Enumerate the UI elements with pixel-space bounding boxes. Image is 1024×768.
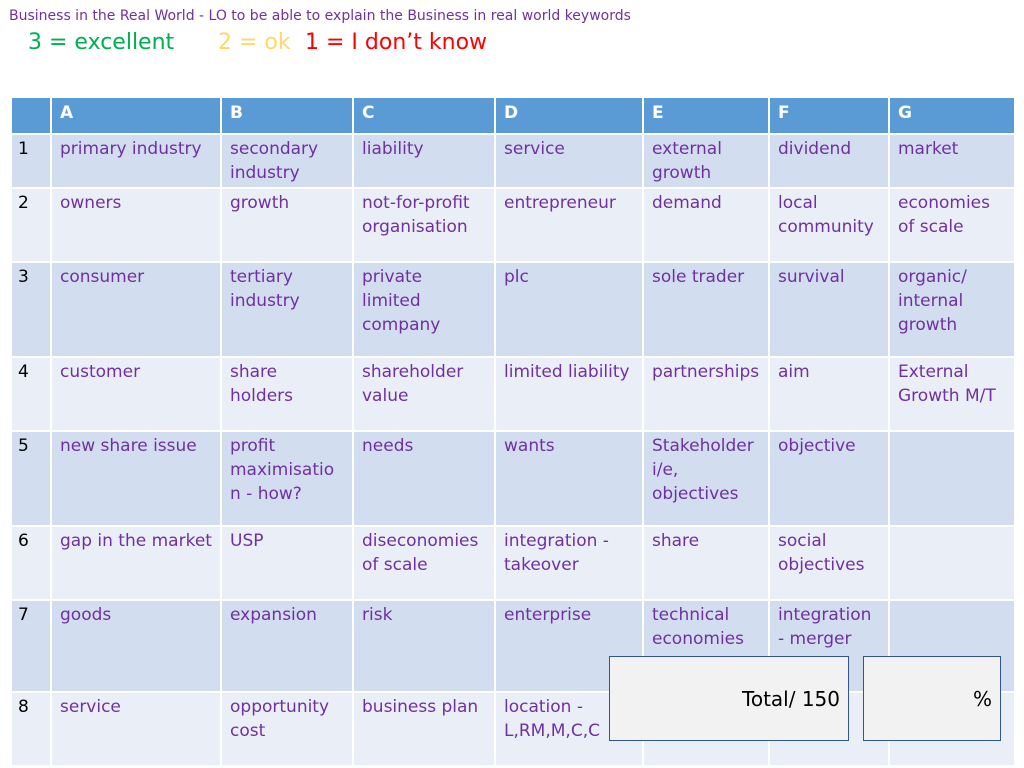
table-cell: not-for-profit organisation <box>352 187 496 263</box>
row-number: 1 <box>10 133 52 189</box>
row-number: 3 <box>10 261 52 358</box>
table-cell: secondary industry <box>220 133 354 189</box>
table-cell: wants <box>494 430 644 527</box>
legend-excellent: 3 = excellent <box>28 30 175 55</box>
table-cell: needs <box>352 430 496 527</box>
table-cell: integration - takeover <box>494 525 644 601</box>
row-number: 8 <box>10 691 52 767</box>
table-row: 2 owners growth not-for-profit organisat… <box>10 187 1016 263</box>
table-cell: share holders <box>220 356 354 432</box>
table-cell: primary industry <box>50 133 222 189</box>
table-cell: aim <box>768 356 890 432</box>
table-cell: dividend <box>768 133 890 189</box>
table-row: 1 primary industry secondary industry li… <box>10 133 1016 189</box>
table-cell: business plan <box>352 691 496 767</box>
table-cell <box>888 430 1016 527</box>
table-cell: service <box>494 133 644 189</box>
table-row: 6 gap in the market USP diseconomies of … <box>10 525 1016 601</box>
table-cell: Stakeholder i/e, objectives <box>642 430 770 527</box>
table-cell: customer <box>50 356 222 432</box>
table-cell: profit maximisation - how? <box>220 430 354 527</box>
table-cell: gap in the market <box>50 525 222 601</box>
legend-ok: 2 = ok <box>218 30 291 55</box>
table-cell: economies of scale <box>888 187 1016 263</box>
table-cell: external growth <box>642 133 770 189</box>
header-cell-f: F <box>768 96 890 135</box>
table-cell: share <box>642 525 770 601</box>
table-cell: expansion <box>220 599 354 693</box>
table-cell: new share issue <box>50 430 222 527</box>
header-row: A B C D E F G <box>10 96 1016 135</box>
table-cell: opportunity cost <box>220 691 354 767</box>
table-cell: risk <box>352 599 496 693</box>
row-number: 7 <box>10 599 52 693</box>
table-cell: diseconomies of scale <box>352 525 496 601</box>
header-cell-d: D <box>494 96 644 135</box>
table-cell: plc <box>494 261 644 358</box>
row-number: 4 <box>10 356 52 432</box>
table-cell: goods <box>50 599 222 693</box>
keywords-table: A B C D E F G 1 primary industry seconda… <box>10 96 1016 767</box>
table-cell: service <box>50 691 222 767</box>
table-cell: entrepreneur <box>494 187 644 263</box>
table-row: 5 new share issue profit maximisation - … <box>10 430 1016 527</box>
total-score-label: Total/ 150 <box>742 687 840 711</box>
table-cell: shareholder value <box>352 356 496 432</box>
table-cell: External Growth M/T <box>888 356 1016 432</box>
row-number: 2 <box>10 187 52 263</box>
table-cell: demand <box>642 187 770 263</box>
page-title: Business in the Real World - LO to be ab… <box>9 8 631 24</box>
table-cell: local community <box>768 187 890 263</box>
header-cell-corner <box>10 96 52 135</box>
table-cell: liability <box>352 133 496 189</box>
row-number: 6 <box>10 525 52 601</box>
table-cell: objective <box>768 430 890 527</box>
header-cell-g: G <box>888 96 1016 135</box>
table-cell: social objectives <box>768 525 890 601</box>
total-score-box[interactable]: Total/ 150 <box>609 656 849 741</box>
legend-dont-know: 1 = I don’t know <box>305 30 488 55</box>
table-cell: partnerships <box>642 356 770 432</box>
table-cell <box>888 525 1016 601</box>
row-number: 5 <box>10 430 52 527</box>
table-row: 4 customer share holders shareholder val… <box>10 356 1016 432</box>
table-cell: consumer <box>50 261 222 358</box>
table-cell: market <box>888 133 1016 189</box>
table-cell: growth <box>220 187 354 263</box>
percent-box[interactable]: % <box>863 656 1001 741</box>
percent-label: % <box>972 687 992 711</box>
table-cell: sole trader <box>642 261 770 358</box>
header-cell-a: A <box>50 96 222 135</box>
table-cell: organic/ internal growth <box>888 261 1016 358</box>
header-cell-b: B <box>220 96 354 135</box>
table-cell: USP <box>220 525 354 601</box>
table-cell: limited liability <box>494 356 644 432</box>
table-cell: owners <box>50 187 222 263</box>
header-cell-c: C <box>352 96 496 135</box>
table-cell: private limited company <box>352 261 496 358</box>
header-cell-e: E <box>642 96 770 135</box>
table-cell: tertiary industry <box>220 261 354 358</box>
table-row: 3 consumer tertiary industry private lim… <box>10 261 1016 358</box>
table-cell: survival <box>768 261 890 358</box>
